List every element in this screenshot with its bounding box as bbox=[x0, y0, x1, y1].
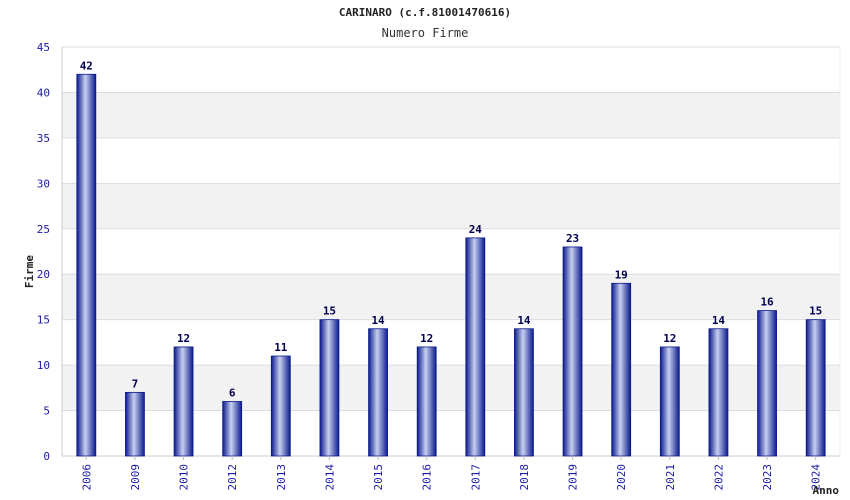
x-tick-label-2015: 2015 bbox=[372, 464, 385, 491]
data-label-2016: 12 bbox=[420, 332, 433, 345]
bar-2010 bbox=[173, 346, 194, 457]
x-tick-label-2018: 2018 bbox=[518, 464, 531, 491]
x-tick-label-2006: 2006 bbox=[80, 464, 93, 491]
band-7 bbox=[62, 92, 840, 138]
data-label-2020: 19 bbox=[615, 268, 628, 281]
data-label-2019: 23 bbox=[566, 232, 579, 245]
data-label-2010: 12 bbox=[177, 332, 190, 345]
y-tick-label: 35 bbox=[37, 132, 50, 145]
data-label-2015: 14 bbox=[371, 314, 385, 327]
data-label-2018: 14 bbox=[517, 314, 531, 327]
y-tick-label: 10 bbox=[37, 359, 50, 372]
bar-2020 bbox=[611, 282, 632, 457]
data-label-2023: 16 bbox=[760, 296, 774, 309]
bar-2013 bbox=[270, 355, 291, 457]
data-label-2009: 7 bbox=[132, 377, 139, 390]
x-axis-title: Anno bbox=[813, 484, 840, 497]
y-tick-labels: 0 5 10 15 20 25 30 35 40 45 bbox=[37, 41, 50, 463]
data-label-2021: 12 bbox=[663, 332, 676, 345]
x-tick-label-2024: 2024 bbox=[810, 464, 823, 491]
x-tick-labels: 2006 2009 2010 2012 2013 2014 2015 2016 2017 2018… bbox=[80, 456, 823, 491]
data-label-2022: 14 bbox=[712, 314, 726, 327]
bar-2012 bbox=[222, 401, 243, 457]
bar-2016 bbox=[416, 346, 437, 457]
data-label-2013: 11 bbox=[274, 341, 288, 354]
bar-2024 bbox=[805, 319, 826, 457]
y-tick-label: 15 bbox=[37, 314, 50, 327]
bar-2017 bbox=[465, 237, 486, 457]
chart-title: CARINARO (c.f.81001470616) bbox=[338, 6, 512, 19]
x-tick-label-2019: 2019 bbox=[567, 464, 580, 491]
x-tick-label-2014: 2014 bbox=[323, 464, 336, 491]
bar-2021 bbox=[659, 346, 680, 457]
bar-2019 bbox=[562, 246, 583, 457]
y-tick-label: 45 bbox=[37, 41, 50, 54]
data-label-2014: 15 bbox=[323, 305, 336, 318]
data-labels: 42 7 12 6 11 15 14 12 24 14 23 19 12 14 16 15 bbox=[80, 59, 823, 399]
x-tick-label-2022: 2022 bbox=[712, 464, 725, 491]
bar-2018 bbox=[514, 328, 534, 457]
y-tick-label: 20 bbox=[37, 268, 50, 281]
data-label-2006: 42 bbox=[80, 59, 93, 72]
x-tick-label-2023: 2023 bbox=[761, 464, 774, 491]
bar-2015 bbox=[368, 328, 388, 457]
x-tick-label-2021: 2021 bbox=[664, 464, 677, 491]
y-tick-label: 30 bbox=[37, 177, 50, 190]
bar-2022 bbox=[708, 328, 729, 457]
data-label-2012: 6 bbox=[229, 386, 236, 399]
bar-2006 bbox=[76, 73, 97, 457]
bar-2023 bbox=[757, 310, 777, 457]
bar-2009 bbox=[125, 391, 145, 457]
chart-subtitle: Numero Firme bbox=[381, 26, 469, 40]
x-tick-label-2010: 2010 bbox=[178, 464, 191, 491]
x-tick-label-2013: 2013 bbox=[275, 464, 288, 491]
y-tick-label: 0 bbox=[43, 450, 50, 463]
x-tick-label-2009: 2009 bbox=[129, 464, 142, 491]
data-label-2024: 15 bbox=[809, 305, 822, 318]
bars bbox=[76, 73, 826, 457]
band-3 bbox=[62, 274, 840, 320]
data-label-2017: 24 bbox=[469, 223, 483, 236]
y-tick-label: 5 bbox=[43, 405, 50, 418]
band-5 bbox=[62, 183, 840, 229]
y-tick-label: 40 bbox=[37, 86, 50, 99]
x-tick-label-2012: 2012 bbox=[226, 464, 239, 491]
x-tick-label-2016: 2016 bbox=[421, 464, 434, 491]
y-axis-title: Firme bbox=[23, 255, 36, 288]
x-tick-label-2020: 2020 bbox=[615, 464, 628, 491]
y-tick-label: 25 bbox=[37, 223, 50, 236]
bar-2014 bbox=[319, 319, 340, 457]
x-tick-label-2017: 2017 bbox=[469, 464, 482, 491]
